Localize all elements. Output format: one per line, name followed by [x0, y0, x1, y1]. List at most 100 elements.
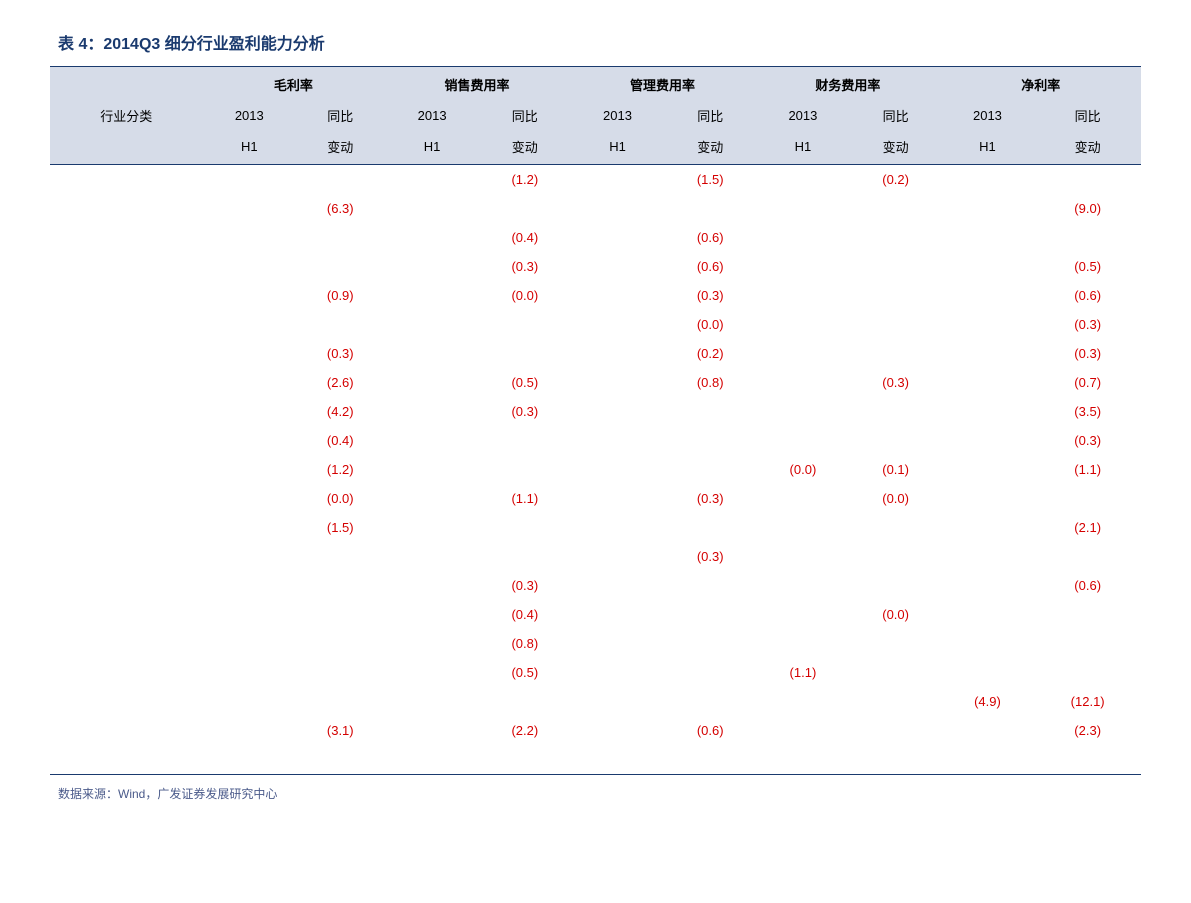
row-label-cell [50, 484, 202, 513]
data-cell: (1.1) [480, 484, 570, 513]
data-cell [851, 542, 941, 571]
data-cell [202, 426, 296, 455]
table-body: (1.2) (1.5) (0.2) (6.3)(9.0) (0.4) (0.6) (0… [50, 165, 1141, 775]
data-cell [941, 455, 1035, 484]
data-cell [480, 745, 570, 775]
data-cell: (0.0) [480, 281, 570, 310]
data-cell: (3.5) [1034, 397, 1141, 426]
data-cell: (0.0) [665, 310, 755, 339]
data-cell [755, 629, 851, 658]
table-row: (0.8) [50, 629, 1141, 658]
header-group-4: 净利率 [941, 67, 1141, 101]
data-cell: (0.8) [480, 629, 570, 658]
data-cell: (1.5) [296, 513, 384, 542]
table-title: 表 4：2014Q3 细分行业盈利能力分析 [50, 30, 1141, 54]
data-cell: (0.3) [296, 339, 384, 368]
data-cell [570, 629, 666, 658]
table-row: (6.3)(9.0) [50, 194, 1141, 223]
data-cell: (0.3) [1034, 339, 1141, 368]
data-cell: (1.1) [755, 658, 851, 687]
row-label-cell [50, 571, 202, 600]
row-label-cell [50, 687, 202, 716]
data-cell [665, 571, 755, 600]
data-cell: (2.6) [296, 368, 384, 397]
header-sub: H1 [941, 131, 1035, 165]
table-row: (0.4)(0.0) [50, 600, 1141, 629]
data-cell [851, 252, 941, 281]
data-cell [296, 252, 384, 281]
data-cell [1034, 484, 1141, 513]
data-cell [570, 716, 666, 745]
data-cell: (0.5) [1034, 252, 1141, 281]
data-cell: (0.0) [755, 455, 851, 484]
data-cell [851, 281, 941, 310]
data-cell [851, 687, 941, 716]
data-cell [755, 310, 851, 339]
data-cell [570, 252, 666, 281]
data-cell [384, 165, 480, 195]
data-cell [665, 658, 755, 687]
header-group-2: 管理费用率 [570, 67, 755, 101]
data-cell [202, 310, 296, 339]
data-cell [755, 252, 851, 281]
row-label-cell [50, 426, 202, 455]
data-cell [202, 716, 296, 745]
data-cell [755, 223, 851, 252]
data-cell: (4.9) [941, 687, 1035, 716]
data-cell: (12.1) [1034, 687, 1141, 716]
data-cell [755, 397, 851, 426]
data-cell: (2.2) [480, 716, 570, 745]
data-cell [755, 165, 851, 195]
header-sub: 2013 [755, 100, 851, 131]
data-cell [384, 252, 480, 281]
data-cell: (0.5) [480, 658, 570, 687]
data-cell [384, 600, 480, 629]
data-cell [941, 281, 1035, 310]
data-cell [1034, 165, 1141, 195]
row-label-cell [50, 368, 202, 397]
header-sub: 同比 [296, 100, 384, 131]
data-cell [296, 600, 384, 629]
data-cell [296, 745, 384, 775]
data-cell [941, 194, 1035, 223]
data-cell [851, 339, 941, 368]
data-cell [941, 571, 1035, 600]
row-label-cell [50, 542, 202, 571]
data-cell: (1.5) [665, 165, 755, 195]
table-row: (0.5) (1.1) [50, 658, 1141, 687]
data-cell [941, 397, 1035, 426]
header-group-1: 销售费用率 [384, 67, 569, 101]
data-cell [941, 513, 1035, 542]
data-cell: (1.2) [296, 455, 384, 484]
data-cell: (3.1) [296, 716, 384, 745]
data-cell: (0.3) [1034, 310, 1141, 339]
data-cell: (9.0) [1034, 194, 1141, 223]
data-cell [941, 745, 1035, 775]
data-cell [570, 194, 666, 223]
data-cell [384, 194, 480, 223]
data-cell: (0.1) [851, 455, 941, 484]
data-cell: (1.2) [480, 165, 570, 195]
header-sub: H1 [755, 131, 851, 165]
data-cell: (0.2) [851, 165, 941, 195]
data-cell: (0.3) [665, 281, 755, 310]
table-row: (0.0)(1.1)(0.3)(0.0) [50, 484, 1141, 513]
data-cell [384, 571, 480, 600]
data-cell [202, 339, 296, 368]
data-cell [851, 310, 941, 339]
data-cell [480, 687, 570, 716]
data-cell [665, 513, 755, 542]
data-cell: (0.6) [665, 223, 755, 252]
header-sub: 2013 [384, 100, 480, 131]
data-cell [755, 542, 851, 571]
data-cell [665, 194, 755, 223]
data-cell [665, 687, 755, 716]
data-cell: (0.3) [480, 571, 570, 600]
data-cell [384, 484, 480, 513]
data-cell: (0.8) [665, 368, 755, 397]
data-cell [480, 194, 570, 223]
data-cell [665, 455, 755, 484]
data-cell: (0.4) [296, 426, 384, 455]
data-cell [755, 745, 851, 775]
data-cell: (0.7) [1034, 368, 1141, 397]
